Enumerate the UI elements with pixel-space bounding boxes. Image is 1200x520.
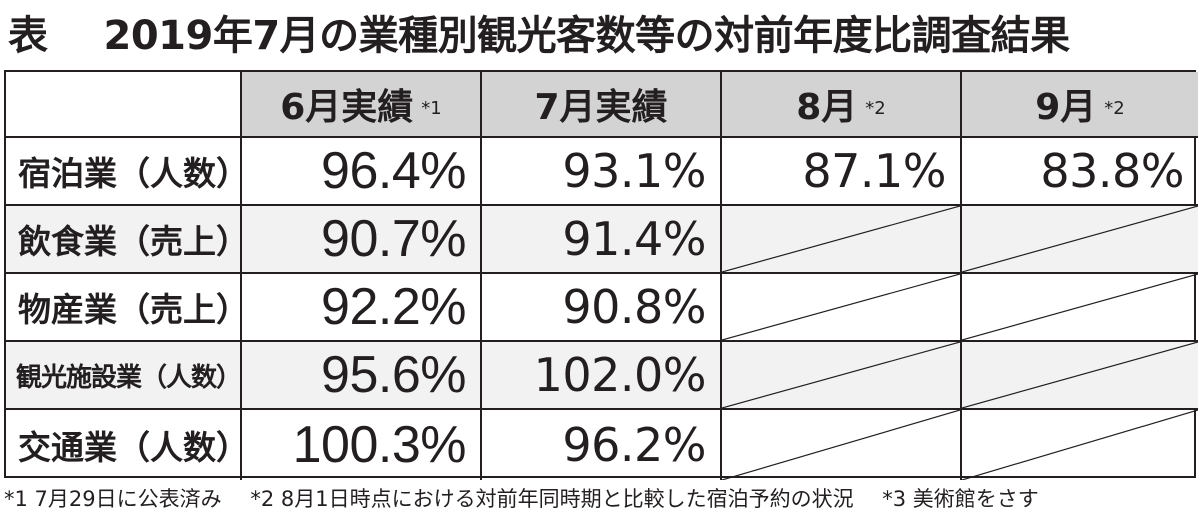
- empty-cell-slash: [962, 410, 1198, 480]
- value-food-service-july: 91.4%: [482, 206, 722, 274]
- value-local-products-july: 90.8%: [482, 274, 722, 342]
- column-header-label: 7月実績: [534, 87, 668, 128]
- column-header-june: 6月実績 *1: [242, 72, 482, 138]
- footnote-mark: *2: [1104, 97, 1125, 119]
- column-header-july: 7月実績: [482, 72, 722, 138]
- footnote-mark: *2: [865, 97, 886, 119]
- column-header-august: 8月 *2: [722, 72, 962, 138]
- empty-cell-slash: [962, 206, 1198, 274]
- empty-cell-slash: [962, 342, 1198, 410]
- value-transportation-june: 100.3%: [242, 410, 482, 480]
- empty-cell-slash: [722, 206, 962, 274]
- footnote-2: *2 8月1日時点における対前年同時期と比較した宿泊予約の状況: [250, 487, 854, 511]
- footnote-mark: *1: [421, 97, 442, 119]
- row-label-food-service: 飲食業（売上）: [6, 206, 242, 274]
- value-lodging-august: 87.1%: [722, 138, 962, 206]
- empty-cell-slash: [722, 410, 962, 480]
- row-label-lodging: 宿泊業（人数）: [6, 138, 242, 206]
- column-header-label: 9月: [1035, 87, 1097, 128]
- row-label-local-products: 物産業（売上）: [6, 274, 242, 342]
- row-label-transportation: 交通業（人数）: [6, 410, 242, 480]
- page-title: 表 2019年7月の業種別観光客数等の対前年度比調査結果: [8, 4, 1070, 68]
- footnote-3: *3 美術館をさす: [882, 487, 1039, 511]
- footnote-1: *1 7月29日に公表済み: [4, 487, 222, 511]
- column-header-september: 9月 *2: [962, 72, 1198, 138]
- results-table: 6月実績 *1 7月実績 8月 *2 9月 *2 宿泊業（人数） 96.4% 93.1…: [4, 70, 1198, 480]
- empty-cell-slash: [962, 274, 1198, 342]
- value-transportation-july: 96.2%: [482, 410, 722, 480]
- value-lodging-june: 96.4%: [242, 138, 482, 206]
- row-label-tourist-facilities: 観光施設業（人数）*3: [6, 342, 242, 410]
- table-corner-cell: [6, 72, 242, 138]
- empty-cell-slash: [722, 274, 962, 342]
- footnotes: *1 7月29日に公表済み *2 8月1日時点における対前年同時期と比較した宿泊…: [4, 482, 1196, 516]
- value-local-products-june: 92.2%: [242, 274, 482, 342]
- value-lodging-september: 83.8%: [962, 138, 1198, 206]
- value-food-service-june: 90.7%: [242, 206, 482, 274]
- column-header-label: 6月実績: [280, 87, 414, 128]
- column-header-label: 8月: [796, 87, 858, 128]
- value-tourist-facilities-june: 95.6%: [242, 342, 482, 410]
- value-lodging-july: 93.1%: [482, 138, 722, 206]
- row-label-text: 観光施設業（人数）: [16, 362, 242, 393]
- title-text: 2019年7月の業種別観光客数等の対前年度比調査結果: [103, 13, 1071, 59]
- value-tourist-facilities-july: 102.0%: [482, 342, 722, 410]
- title-label: 表: [8, 13, 48, 59]
- empty-cell-slash: [722, 342, 962, 410]
